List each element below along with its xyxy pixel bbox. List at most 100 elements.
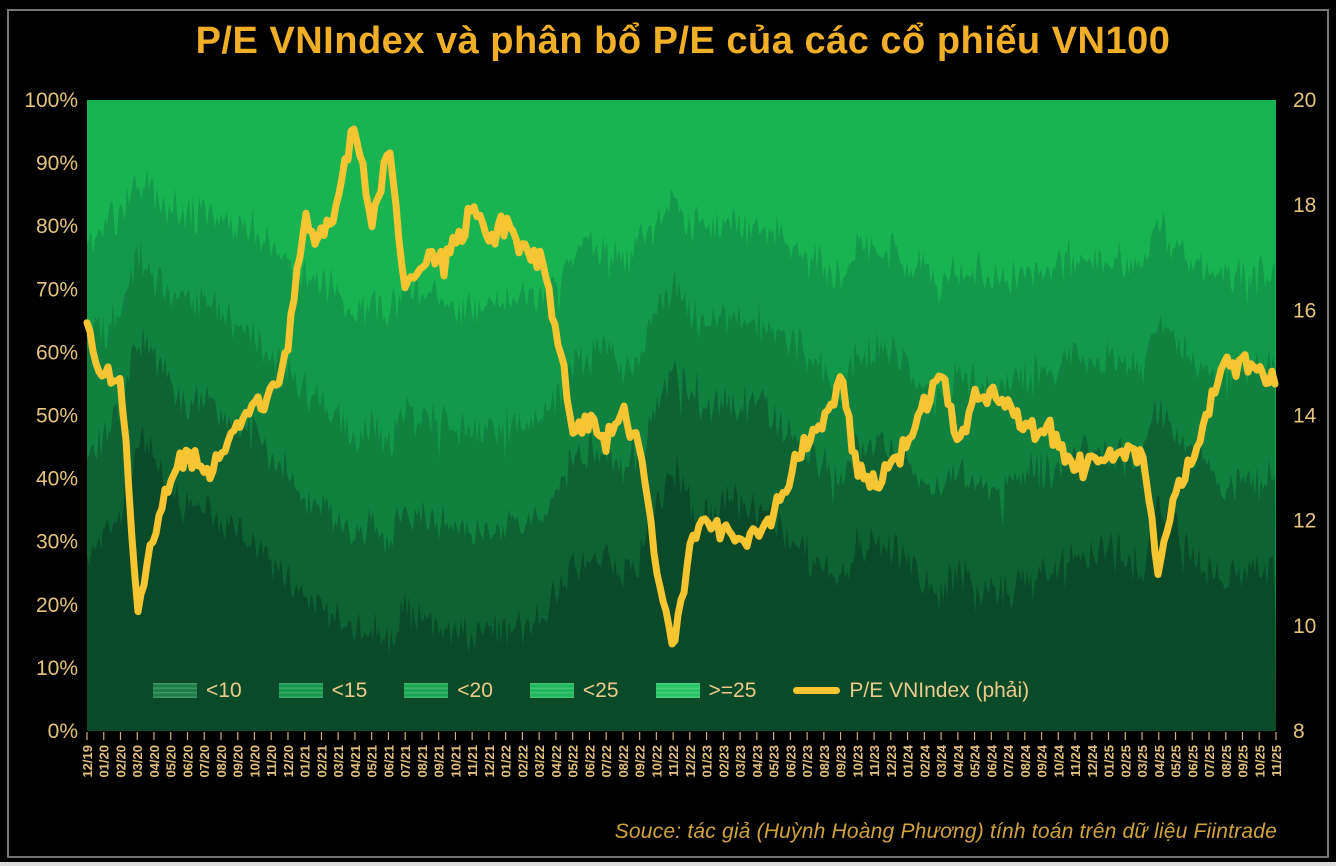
x-axis-label: 06/24: [984, 744, 999, 777]
x-axis-label: 03/21: [331, 745, 346, 778]
left-axis-label: 30%: [36, 531, 78, 554]
x-axis-label: 08/20: [214, 745, 229, 778]
x-axis-label: 10/24: [1051, 744, 1066, 777]
left-axis-label: 70%: [36, 278, 78, 301]
legend-label: P/E VNIndex (phải): [849, 679, 1030, 702]
x-axis-label: 03/25: [1135, 745, 1150, 778]
legend-label: <10: [206, 679, 242, 702]
x-axis-label: 09/20: [231, 745, 246, 778]
x-axis-label: 06/23: [783, 745, 798, 778]
x-axis-label: 02/23: [716, 745, 731, 778]
x-axis-label: 02/24: [917, 744, 932, 777]
left-axis-labels: 100% 90% 80% 70% 60% 50% 40% 30% 20% 10% 0%: [24, 89, 78, 743]
x-axis-label: 05/22: [566, 745, 581, 778]
left-axis-label: 90%: [36, 152, 78, 175]
right-axis-label: 10: [1293, 615, 1316, 638]
x-axis-label: 08/21: [415, 745, 430, 778]
legend-swatch-icon: [529, 683, 574, 698]
x-axis-label: 08/24: [1018, 744, 1033, 777]
x-axis-label: 02/20: [113, 745, 128, 778]
x-axis-label: 01/24: [901, 744, 916, 777]
x-axis-label: 12/19: [80, 745, 95, 778]
x-axis-label: 05/20: [164, 745, 179, 778]
x-axis-label: 11/25: [1269, 745, 1284, 777]
legend-item-5: >=25: [655, 679, 757, 702]
x-axis-label: 07/23: [800, 745, 815, 778]
x-axis-label: 09/24: [1035, 744, 1050, 777]
x-axis-label: 05/25: [1169, 745, 1184, 778]
x-axis-label: 11/20: [264, 745, 279, 777]
band-10: [87, 425, 1276, 731]
x-axis-label: 09/22: [633, 745, 648, 778]
x-axis-label: 05/21: [365, 745, 380, 778]
x-axis-label: 11/23: [867, 745, 882, 777]
legend-label: <20: [457, 679, 493, 702]
x-axis-label: 04/21: [348, 745, 363, 778]
x-axis-label: 02/21: [314, 745, 329, 778]
legend-swatch-icon: [278, 683, 323, 698]
legend-swatch-icon: [153, 683, 197, 698]
legend-item-1: <10: [153, 680, 242, 701]
legend-label: >=25: [708, 679, 757, 702]
left-axis-label: 20%: [36, 594, 78, 617]
legend-item-line: P/E VNIndex (phải): [793, 680, 1029, 701]
x-axis-label: 10/25: [1252, 745, 1267, 778]
x-axis-label: 03/24: [934, 744, 949, 777]
x-axis-label: 07/24: [1001, 744, 1016, 777]
x-axis-label: 11/24: [1068, 744, 1083, 777]
x-axis-label: 04/24: [951, 744, 966, 777]
x-axis-label: 09/21: [432, 745, 447, 778]
x-axis-label: 05/23: [767, 745, 782, 778]
legend-line-icon: [793, 687, 841, 694]
x-axis-label: 09/25: [1236, 745, 1251, 778]
chart-title: P/E VNIndex và phân bổ P/E của các cổ ph…: [195, 20, 1171, 62]
x-axis-label: 02/22: [515, 745, 530, 778]
x-axis-label: 07/25: [1202, 745, 1217, 778]
legend-label: <15: [331, 679, 368, 702]
x-axis-label: 06/25: [1185, 745, 1200, 778]
right-axis-label: 20: [1293, 89, 1316, 112]
x-axis-label: 01/23: [700, 745, 715, 778]
x-axis-label: 12/21: [482, 745, 497, 778]
x-axis-label: 10/23: [850, 745, 865, 778]
page-edge: [0, 862, 1336, 866]
x-axis-label: 04/23: [750, 745, 765, 778]
legend-item-2: <15: [278, 679, 368, 702]
legend-label: <25: [582, 679, 619, 702]
left-axis-label: 100%: [24, 89, 78, 112]
x-axis-labels: 12/19 01/20 02/20 03/20 04/20 05/20 06/20 07/20…: [80, 744, 1284, 777]
left-axis-label: 0%: [48, 720, 78, 743]
x-axis-label: 10/21: [448, 745, 463, 778]
legend-item-4: <25: [529, 679, 619, 702]
left-axis-label: 40%: [36, 468, 78, 491]
x-axis-label: 09/23: [834, 745, 849, 778]
x-axis-label: 08/25: [1219, 745, 1234, 778]
x-axis-label: 05/24: [968, 744, 983, 777]
right-axis-label: 16: [1293, 299, 1316, 322]
x-axis-label: 02/25: [1118, 745, 1133, 778]
x-axis-label: 04/25: [1152, 745, 1167, 778]
x-axis-label: 12/23: [884, 745, 899, 778]
x-axis-label: 01/22: [499, 745, 514, 778]
x-axis-label: 03/23: [733, 745, 748, 778]
x-axis-label: 12/24: [1085, 744, 1100, 777]
x-axis-label: 01/21: [298, 745, 313, 778]
legend-item-3: <20: [404, 680, 493, 701]
right-axis-labels: 20 18 16 14 12 10 8: [1293, 89, 1317, 743]
x-axis-label: 01/25: [1102, 745, 1117, 778]
x-axis-label: 04/20: [147, 745, 162, 778]
x-axis-label: 11/21: [465, 745, 480, 777]
x-axis-label: 07/22: [599, 745, 614, 778]
x-axis-label: 08/23: [817, 745, 832, 778]
legend-swatch-icon: [404, 683, 449, 698]
x-axis-label: 03/20: [130, 745, 145, 778]
x-axis-label: 01/20: [97, 745, 112, 778]
x-axis-label: 12/22: [683, 745, 698, 778]
left-axis-label: 10%: [36, 657, 78, 680]
x-axis-label: 08/22: [616, 745, 631, 778]
x-axis-label: 04/22: [549, 745, 564, 778]
legend-swatch-icon: [655, 683, 700, 698]
x-axis-ticks: [86, 732, 1277, 740]
left-axis-label: 80%: [36, 215, 78, 238]
